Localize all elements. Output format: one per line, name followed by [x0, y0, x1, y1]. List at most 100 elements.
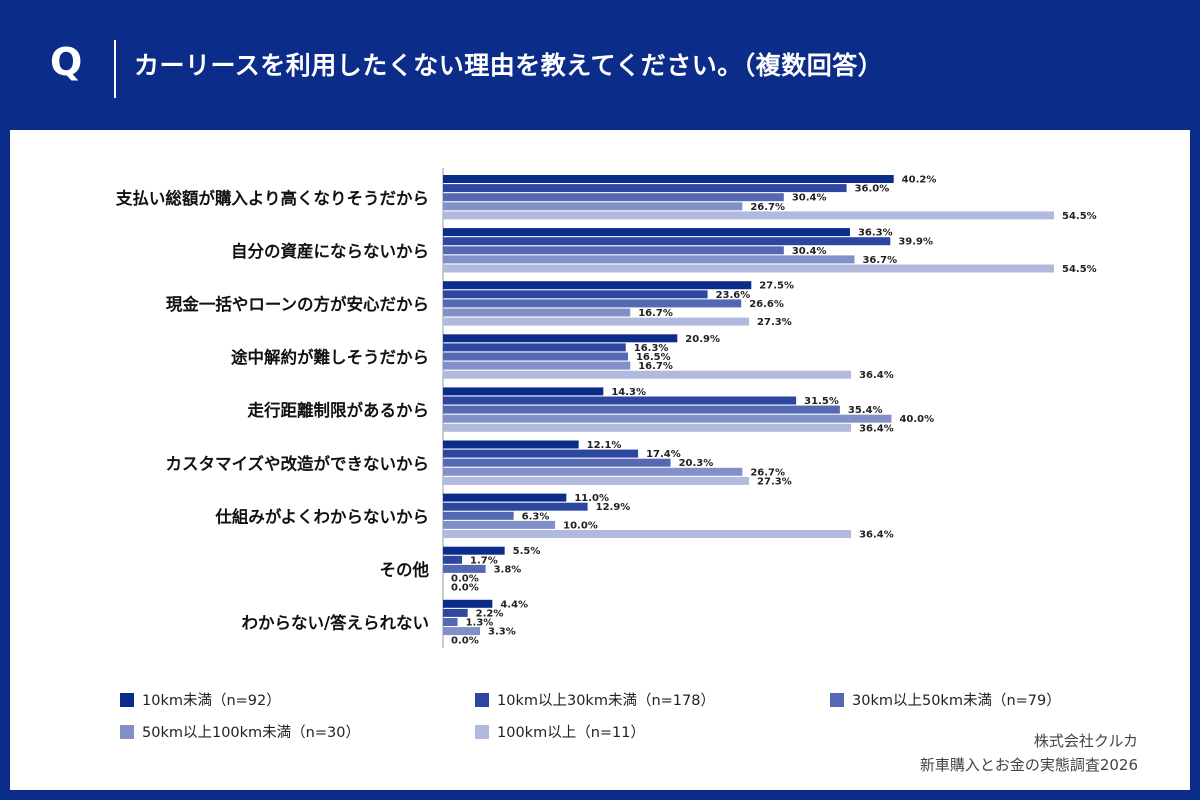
data-label: 26.7%: [750, 202, 785, 213]
data-label: 12.1%: [587, 440, 622, 451]
data-label: 20.9%: [685, 334, 720, 345]
bar: [443, 281, 752, 290]
question-mark: Q: [50, 40, 83, 84]
bar: [443, 290, 708, 299]
data-label: 16.3%: [634, 343, 669, 354]
bar: [443, 211, 1054, 220]
data-label: 2.2%: [476, 608, 504, 619]
header-divider: [114, 40, 116, 98]
bar: [443, 255, 855, 264]
legend-label: 50km以上100km未満（n=30）: [142, 725, 360, 741]
data-label: 31.5%: [804, 396, 839, 407]
legend-swatch: [475, 692, 489, 707]
data-label: 6.3%: [522, 511, 550, 522]
bar: [443, 423, 852, 432]
data-label: 0.0%: [451, 574, 479, 585]
category-label: 自分の資産にならないから: [231, 241, 429, 261]
bar: [443, 237, 891, 246]
data-label: 16.5%: [636, 352, 671, 363]
data-label: 35.4%: [848, 405, 883, 416]
legend-item: 30km以上50km未満（n=79）: [830, 689, 1061, 710]
category-label: 支払い総額が購入より高くなりそうだから: [116, 188, 429, 208]
bar: [443, 467, 743, 476]
bar: [443, 449, 639, 458]
bar: [443, 555, 463, 564]
bar: [443, 175, 894, 183]
data-label: 16.7%: [638, 361, 673, 372]
data-label: 27.3%: [757, 476, 792, 487]
bar: [443, 264, 1054, 273]
legend-swatch: [120, 724, 134, 739]
data-label: 30.4%: [792, 246, 827, 257]
bar: [443, 520, 556, 529]
data-label: 5.5%: [513, 546, 541, 557]
legend-swatch: [120, 692, 134, 707]
bar: [443, 627, 480, 636]
data-label: 17.4%: [646, 449, 681, 460]
data-label: 36.3%: [858, 228, 893, 239]
bar: [443, 608, 468, 617]
bar: [443, 334, 678, 343]
bar: [443, 440, 579, 449]
category-label: カスタマイズや改造ができないから: [165, 453, 429, 473]
data-label: 20.3%: [679, 458, 714, 469]
data-label: 40.2%: [902, 175, 937, 186]
bar: [443, 370, 852, 379]
legend-label: 10km未満（n=92）: [142, 693, 281, 709]
bar: [443, 476, 750, 485]
data-label: 36.4%: [859, 530, 894, 541]
data-label: 27.3%: [757, 317, 792, 328]
legend-swatch: [830, 692, 844, 707]
data-label: 1.3%: [466, 618, 494, 629]
bar: [443, 202, 743, 211]
bar: [443, 564, 486, 573]
category-label: わからない/答えられない: [241, 613, 429, 633]
legend-label: 30km以上50km未満（n=79）: [852, 693, 1061, 709]
bar: [443, 299, 742, 308]
data-label: 0.0%: [451, 583, 479, 594]
category-label: その他: [380, 559, 430, 579]
bar: [443, 228, 850, 237]
bar-chart: 支払い総額が購入より高くなりそうだから 40.2% 36.0% 30.4% 26.7% 5…: [116, 168, 1097, 648]
bar: [443, 530, 852, 538]
data-label: 11.0%: [574, 493, 609, 504]
category-label: 仕組みがよくわからないから: [214, 506, 429, 526]
data-label: 23.6%: [716, 290, 751, 301]
bar: [443, 343, 626, 352]
question-title: カーリースを利用したくない理由を教えてください。（複数回答）: [134, 51, 884, 80]
legend-item: 10km以上30km未満（n=178）: [475, 689, 715, 710]
data-label: 3.3%: [488, 627, 516, 638]
bar: [443, 546, 505, 555]
legend-label: 10km以上30km未満（n=178）: [497, 693, 715, 709]
data-label: 40.0%: [899, 414, 934, 425]
data-label: 12.9%: [596, 502, 631, 513]
bar: [443, 493, 567, 502]
data-label: 36.4%: [859, 423, 894, 434]
bar: [443, 308, 631, 317]
bar: [443, 458, 671, 467]
data-label: 16.7%: [638, 308, 673, 319]
data-label: 30.4%: [792, 193, 827, 204]
legend-swatch: [475, 724, 489, 739]
data-label: 36.0%: [855, 184, 890, 195]
bar: [443, 317, 750, 326]
bar: [443, 502, 588, 511]
credit-survey: 新車購入とお金の実態調査2026: [919, 756, 1138, 774]
category-label: 走行距離制限があるから: [248, 400, 430, 420]
legend-item: 50km以上100km未満（n=30）: [120, 721, 360, 742]
bar: [443, 405, 840, 414]
header-bar: Q カーリースを利用したくない理由を教えてください。（複数回答）: [0, 0, 1200, 130]
category-label: 現金一括やローンの方が安心だから: [166, 294, 429, 314]
data-label: 4.4%: [500, 599, 528, 610]
data-label: 1.7%: [470, 555, 498, 566]
data-label: 27.5%: [759, 281, 794, 292]
legend-item: 10km未満（n=92）: [120, 689, 281, 710]
data-label: 14.3%: [611, 387, 646, 398]
data-label: 39.9%: [898, 237, 933, 248]
data-label: 26.7%: [750, 467, 785, 478]
data-label: 3.8%: [494, 564, 522, 575]
data-label: 54.5%: [1062, 211, 1097, 222]
bar: [443, 361, 631, 370]
bar: [443, 193, 784, 202]
credit-company: 株式会社クルカ: [1033, 732, 1138, 750]
